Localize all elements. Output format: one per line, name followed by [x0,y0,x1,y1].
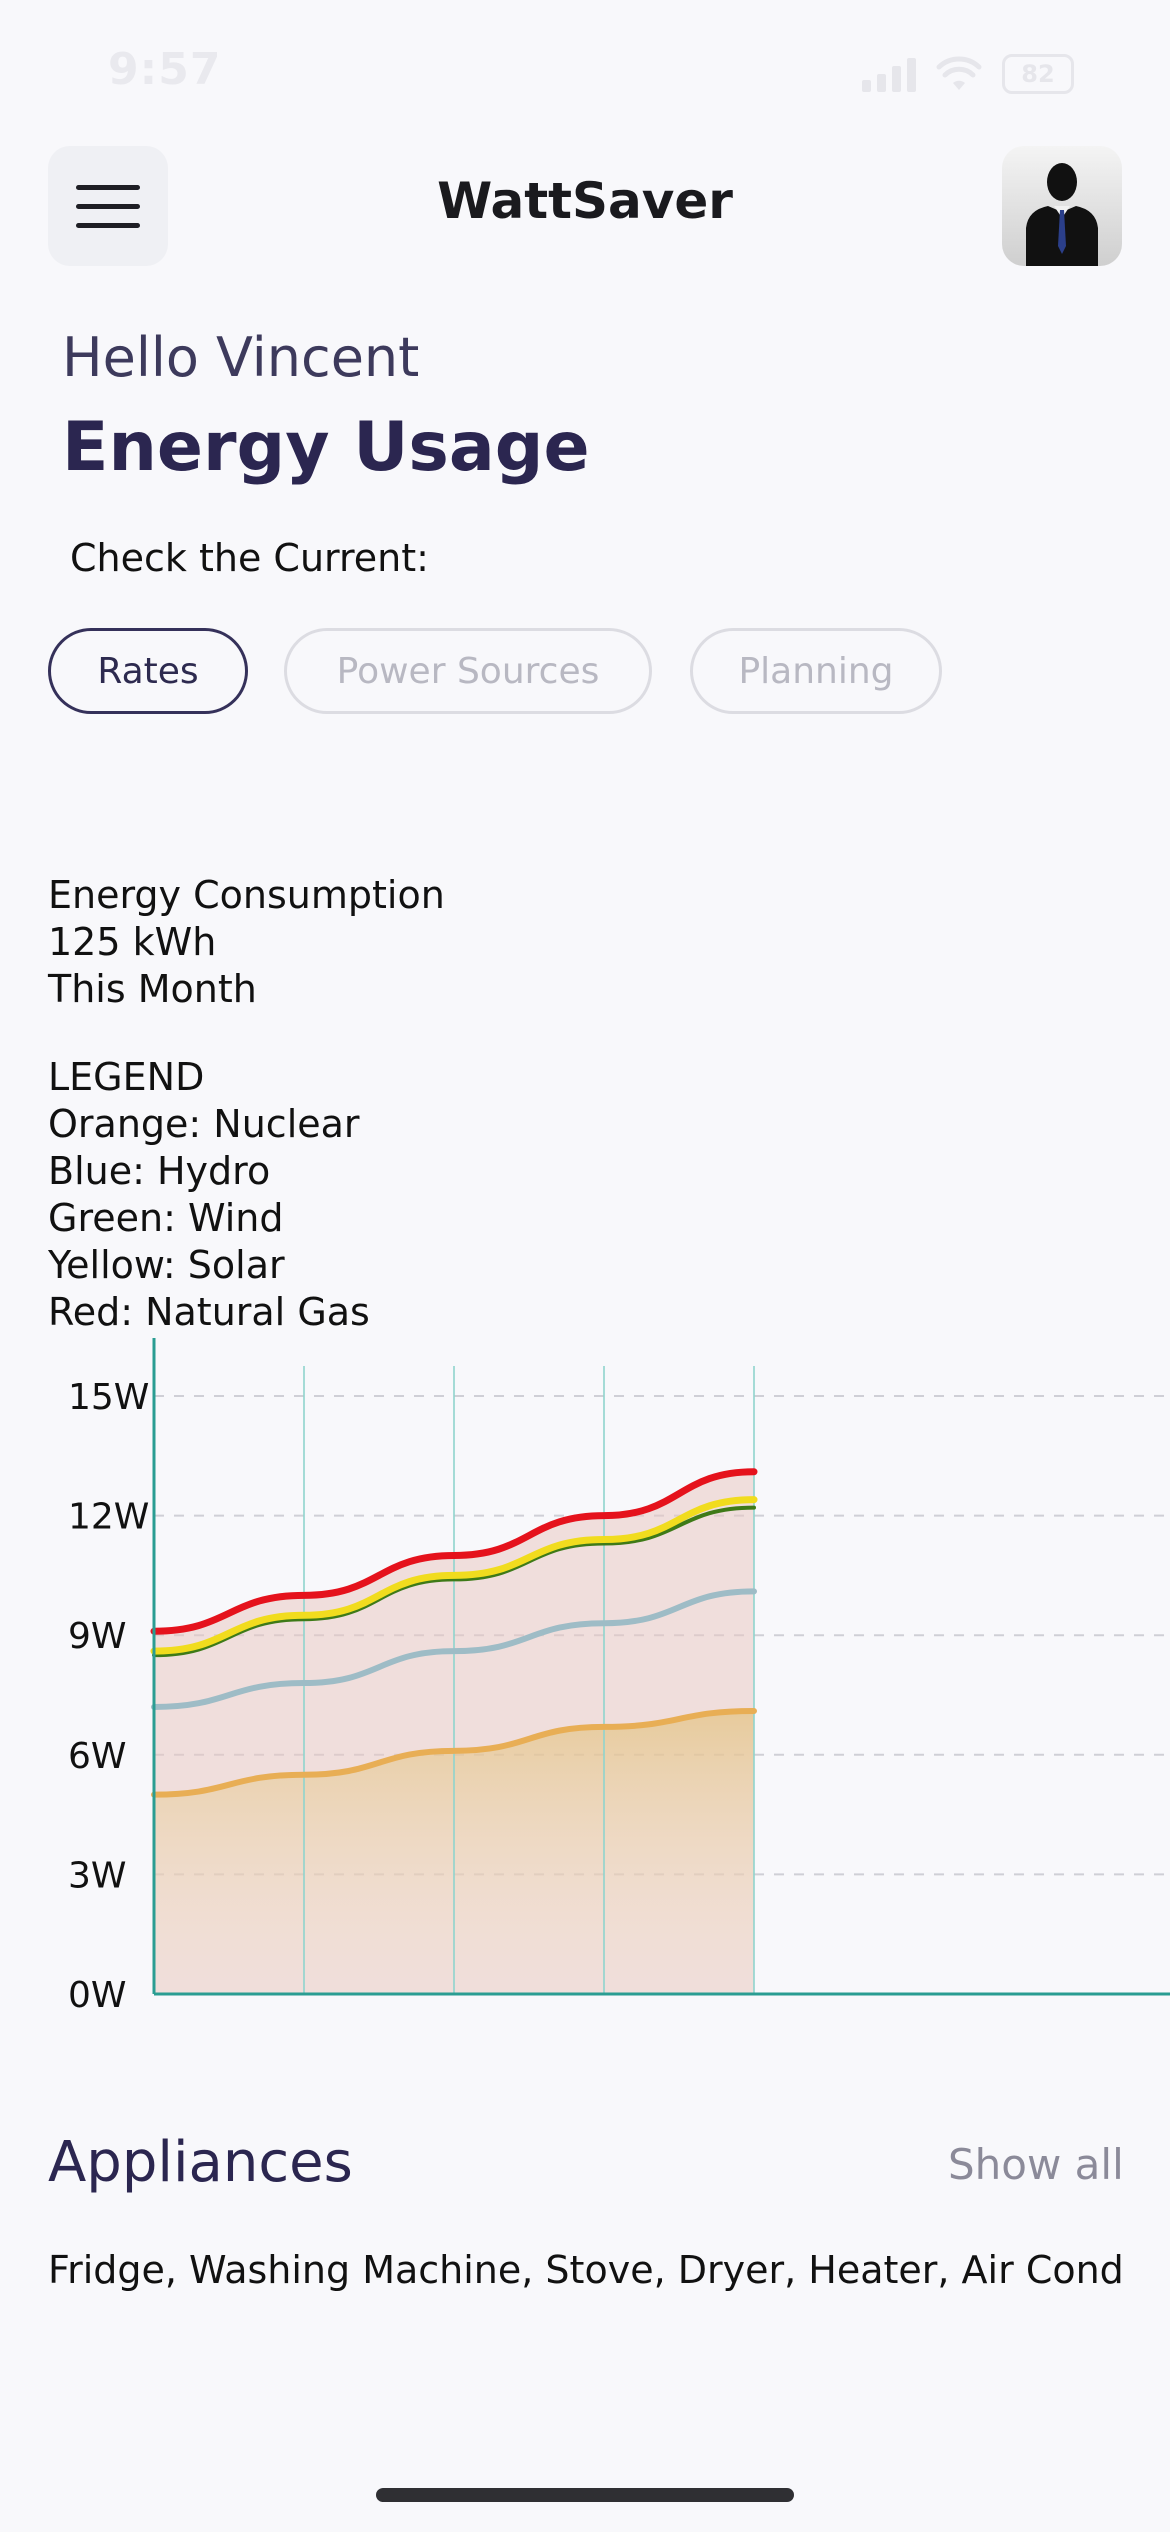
tab-planning[interactable]: Planning [690,628,942,714]
consumption-info: Energy Consumption 125 kWh This Month [48,872,445,1013]
show-all-link[interactable]: Show all [948,2140,1124,2189]
wifi-icon [936,56,982,90]
tab-rates[interactable]: Rates [48,628,248,714]
energy-chart: 0W 3W 6W 9W 12W 15W [68,1338,1170,2010]
legend: LEGEND Orange: Nuclear Blue: Hydro Green… [48,1054,370,1336]
series-line-hydro [151,1588,757,1710]
consumption-title: Energy Consumption [48,873,445,917]
legend-item: Red: Natural Gas [48,1290,370,1334]
consumption-value: 125 kWh [48,920,217,964]
page-title: Energy Usage [62,408,590,487]
legend-item: Orange: Nuclear [48,1102,360,1146]
avatar[interactable] [1002,146,1122,266]
legend-heading: LEGEND [48,1055,205,1099]
series-line-solar [150,1496,758,1655]
appliances-title: Appliances [48,2130,353,2195]
greeting: Hello Vincent [62,326,420,389]
y-tick-label: 6W [68,1736,127,1777]
battery-icon: 82 [1002,54,1074,94]
status-icons: 82 [862,52,1074,96]
consumption-period: This Month [48,967,257,1011]
appliances-list: Fridge, Washing Machine, Stove, Dryer, H… [48,2248,1122,2292]
series-line-wind [152,1505,756,1658]
app-title: WattSaver [437,172,733,230]
y-tick-label: 15W [68,1377,149,1418]
signal-icon [862,56,916,92]
y-tick-label: 9W [68,1616,127,1657]
series-line-nuclear [151,1707,757,1798]
series-line-natural-gas [150,1468,758,1635]
check-label: Check the Current: [70,536,429,580]
y-tick-label: 12W [68,1497,149,1538]
profile-silhouette-icon [1026,163,1098,266]
hamburger-icon [76,184,140,190]
y-tick-label: 0W [68,1975,127,2010]
menu-button[interactable] [48,146,168,266]
legend-item: Blue: Hydro [48,1149,271,1193]
home-indicator[interactable] [376,2488,794,2502]
tab-power-sources[interactable]: Power Sources [284,628,652,714]
y-tick-label: 3W [68,1855,127,1896]
legend-item: Yellow: Solar [48,1243,285,1287]
status-time: 9:57 [108,44,222,95]
legend-item: Green: Wind [48,1196,284,1240]
